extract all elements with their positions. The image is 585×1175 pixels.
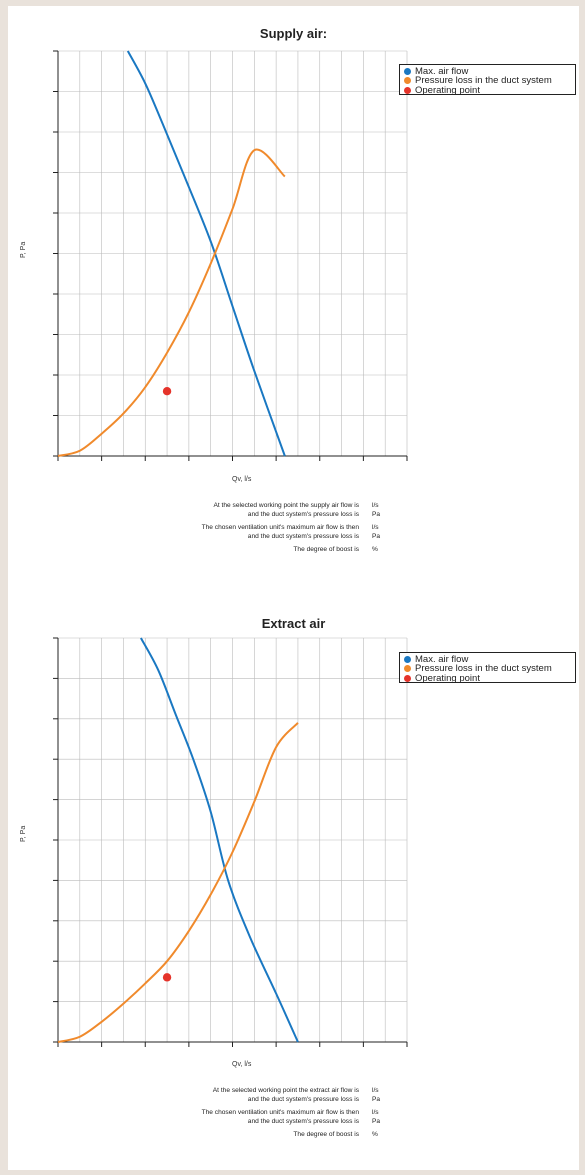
orange-dot-icon bbox=[404, 77, 411, 85]
red-dot-icon bbox=[404, 86, 411, 94]
info-row: At the selected working point the extrac… bbox=[8, 1087, 579, 1096]
info-unit: l/s bbox=[372, 502, 379, 509]
info-text: The degree of boost is bbox=[293, 1131, 359, 1138]
info-text: At the selected working point the supply… bbox=[213, 502, 359, 509]
legend-label: Max. air flow bbox=[415, 654, 469, 665]
info-unit: % bbox=[372, 1131, 378, 1138]
info-unit: l/s bbox=[372, 524, 379, 531]
operating-point-marker bbox=[162, 387, 172, 396]
info-text: The chosen ventilation unit's maximum ai… bbox=[201, 1109, 359, 1116]
info-unit: Pa bbox=[372, 1118, 381, 1125]
info-text: and the duct system's pressure loss is bbox=[247, 511, 359, 518]
info-unit: l/s bbox=[372, 1109, 379, 1116]
info-unit: l/s bbox=[372, 1087, 379, 1094]
chart-panel: Supply air: P, Pa Qv, l/s Max. air flow … bbox=[8, 6, 579, 1170]
legend-label: Max. air flow bbox=[415, 66, 469, 77]
info-row: and the duct system's pressure loss is P… bbox=[8, 1096, 579, 1105]
legend-label: Pressure loss in the duct system bbox=[415, 663, 552, 675]
legend-label: Pressure loss in the duct system bbox=[415, 75, 552, 87]
info-text: The degree of boost is bbox=[293, 546, 359, 553]
info-text: and the duct system's pressure loss is bbox=[247, 533, 359, 540]
legend-supply: Max. air flow Pressure loss in the duct … bbox=[399, 64, 576, 95]
legend-item-max-air-flow: Max. air flow bbox=[404, 67, 571, 76]
info-unit: % bbox=[372, 546, 378, 553]
legend-extract: Max. air flow Pressure loss in the duct … bbox=[399, 652, 576, 683]
legend-item-operating-point: Operating point bbox=[404, 84, 571, 96]
pressure-loss-line bbox=[57, 722, 299, 1043]
orange-dot-icon bbox=[404, 665, 411, 673]
info-row: At the selected working point the supply… bbox=[8, 502, 579, 511]
red-dot-icon bbox=[404, 674, 411, 682]
info-text: and the duct system's pressure loss is bbox=[247, 1096, 359, 1103]
info-row: The chosen ventilation unit's maximum ai… bbox=[8, 1109, 579, 1118]
info-row: The degree of boost is % bbox=[8, 546, 579, 555]
info-row: and the duct system's pressure loss is P… bbox=[8, 511, 579, 520]
max-air-flow-line bbox=[126, 50, 286, 457]
info-row: The chosen ventilation unit's maximum ai… bbox=[8, 524, 579, 533]
legend-label: Operating point bbox=[415, 84, 480, 96]
x-axis-label-supply: Qv, l/s bbox=[232, 476, 252, 483]
y-axis-label-extract: P, Pa bbox=[20, 825, 27, 842]
info-row: and the duct system's pressure loss is P… bbox=[8, 533, 579, 542]
info-text: and the duct system's pressure loss is bbox=[247, 1118, 359, 1125]
info-text: The chosen ventilation unit's maximum ai… bbox=[201, 524, 359, 531]
legend-item-operating-point: Operating point bbox=[404, 672, 571, 684]
info-text: At the selected working point the extrac… bbox=[212, 1087, 359, 1094]
max-air-flow-line bbox=[140, 637, 299, 1043]
legend-item-pressure-loss: Pressure loss in the duct system bbox=[404, 75, 571, 87]
info-unit: Pa bbox=[372, 1096, 381, 1103]
info-unit: Pa bbox=[372, 533, 381, 540]
info-unit: Pa bbox=[372, 511, 381, 518]
legend-item-max-air-flow: Max. air flow bbox=[404, 655, 571, 664]
legend-item-pressure-loss: Pressure loss in the duct system bbox=[404, 663, 571, 675]
pressure-loss-line bbox=[57, 148, 286, 457]
legend-label: Operating point bbox=[415, 672, 480, 684]
operating-point-marker bbox=[162, 973, 172, 982]
supply-air-chart bbox=[53, 50, 408, 461]
blue-dot-icon bbox=[404, 656, 411, 664]
chart-title-supply: Supply air: bbox=[259, 26, 328, 41]
info-row: The degree of boost is % bbox=[8, 1131, 579, 1140]
blue-dot-icon bbox=[404, 68, 411, 76]
info-row: and the duct system's pressure loss is P… bbox=[8, 1118, 579, 1127]
extract-air-chart bbox=[53, 637, 408, 1047]
chart-title-extract: Extract air bbox=[261, 616, 326, 631]
x-axis-label-extract: Qv, l/s bbox=[232, 1061, 252, 1068]
